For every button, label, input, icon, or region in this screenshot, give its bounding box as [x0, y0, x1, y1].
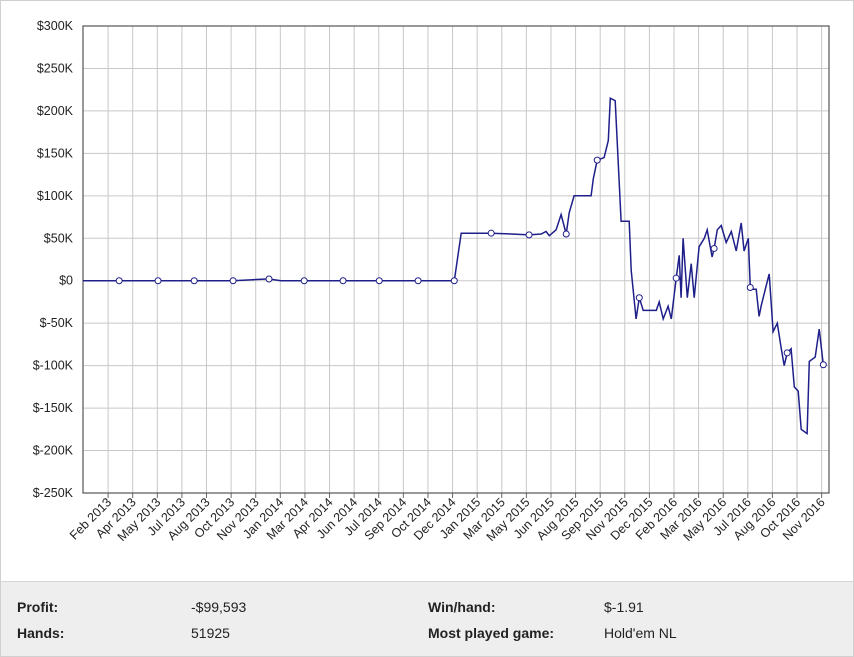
point-marker: [783, 349, 791, 357]
point-marker: [819, 361, 827, 369]
point-marker: [710, 244, 718, 252]
point-marker: [190, 277, 198, 285]
point-marker: [115, 277, 123, 285]
point-marker: [635, 294, 643, 302]
y-tick-label: $150K: [37, 146, 74, 160]
point-marker: [265, 275, 273, 283]
stat-label: Profit:: [17, 599, 59, 615]
stats-panel: Profit: -$99,593 Win/hand: $-1.91 Hands:…: [1, 581, 853, 656]
y-tick-label: $0: [59, 274, 73, 288]
y-tick-label: $50K: [44, 231, 74, 245]
point-marker: [672, 274, 680, 282]
point-marker: [593, 156, 601, 164]
plot-border: [82, 25, 830, 494]
stat-value: $-1.91: [604, 599, 644, 615]
point-marker: [487, 229, 495, 237]
point-marker: [562, 230, 570, 238]
y-tick-label: $200K: [37, 104, 74, 118]
point-marker: [229, 277, 237, 285]
stat-value: 51925: [191, 625, 230, 641]
point-marker: [746, 284, 754, 292]
point-marker: [450, 277, 458, 285]
profit-line: [83, 97, 825, 436]
y-tick-label: $300K: [37, 19, 74, 33]
point-marker: [300, 277, 308, 285]
y-tick-label: $100K: [37, 189, 74, 203]
chart: $-250K $-200K $-150K $-100K $-50K $0 $50K $100K…: [33, 19, 830, 544]
point-marker: [154, 277, 162, 285]
stat-value: Hold'em NL: [604, 625, 677, 641]
stat-label: Hands:: [17, 625, 65, 641]
plot-area: [83, 26, 829, 493]
y-tick-label: $250K: [37, 61, 74, 75]
point-marker: [414, 277, 422, 285]
y-tick-label: $-150K: [33, 401, 74, 415]
point-marker: [375, 277, 383, 285]
stat-label: Most played game:: [428, 625, 555, 641]
y-tick-label: $-200K: [33, 444, 74, 458]
stat-value: -$99,593: [191, 599, 247, 615]
stat-label: Win/hand:: [428, 599, 496, 615]
y-tick-label: $-50K: [40, 316, 74, 330]
y-tick-label: $-250K: [33, 486, 74, 500]
y-tick-label: $-100K: [33, 359, 74, 373]
point-marker: [525, 231, 533, 239]
point-marker: [339, 277, 347, 285]
